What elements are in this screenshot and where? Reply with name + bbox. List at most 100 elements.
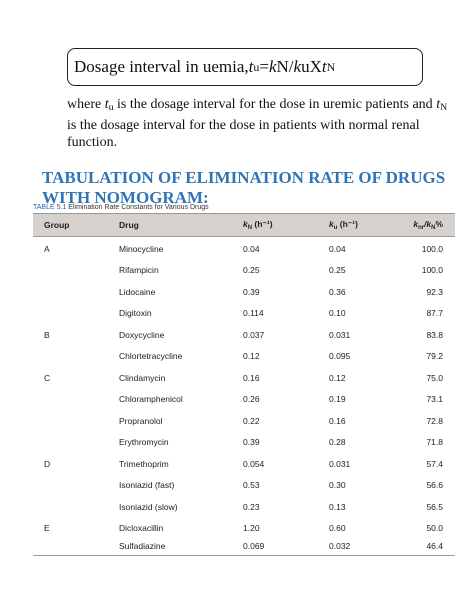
- cell-ratio: 79.2: [426, 351, 443, 362]
- cell-kn: 0.53: [243, 480, 260, 491]
- cell-ku: 0.30: [329, 480, 346, 491]
- formula-lead: Dosage interval in uemia,: [74, 57, 249, 76]
- formula-u2: u: [301, 57, 310, 76]
- header-ku-k: k: [329, 219, 334, 229]
- cell-kn: 0.114: [243, 308, 264, 319]
- cell-drug: Lidocaine: [119, 286, 156, 297]
- table-caption-prefix: TABLE 5.1: [33, 204, 67, 211]
- cell-drug: Isoniazid (slow): [119, 501, 178, 512]
- header-ratio-sub2: N: [431, 225, 436, 231]
- cell-kn: 0.39: [243, 286, 260, 297]
- cell-ku: 0.60: [329, 523, 346, 534]
- table-row: Rifampicin 0.25 0.25 100.0: [33, 260, 455, 282]
- table-row: Digitoxin 0.114 0.10 87.7: [33, 303, 455, 325]
- table-row: E Dicloxacillin 1.20 0.60 50.0: [33, 518, 455, 540]
- cell-drug: Doxycycline: [119, 329, 165, 340]
- cell-kn: 0.25: [243, 265, 260, 276]
- cell-ratio: 46.4: [426, 540, 443, 551]
- para-sub-u: u: [108, 102, 114, 113]
- cell-ratio: 100.0: [421, 243, 443, 254]
- cell-drug: Propranolol: [119, 415, 163, 426]
- cell-kn: 0.16: [243, 372, 260, 383]
- formula-sub-u: u: [253, 59, 260, 74]
- header-kn-unit: (h⁻¹): [252, 219, 273, 229]
- table-caption-text: Elimination Rate Constants for Various D…: [66, 204, 209, 211]
- table-row: Isoniazid (fast) 0.53 0.30 56.6: [33, 475, 455, 497]
- cell-ku: 0.10: [329, 308, 346, 319]
- header-ratio-pct: %: [435, 219, 443, 229]
- cell-ku: 0.04: [329, 243, 346, 254]
- cell-kn: 0.069: [243, 540, 265, 551]
- formula-t2: t: [321, 57, 327, 76]
- cell-ratio: 73.1: [426, 394, 443, 405]
- cell-ratio: 72.8: [426, 415, 443, 426]
- formula-k2: k: [293, 57, 302, 76]
- formula-sub-N: N: [326, 59, 336, 74]
- header-ratio-k1: k: [413, 219, 419, 229]
- cell-kn: 0.12: [243, 351, 260, 362]
- cell-ratio: 71.8: [426, 437, 443, 448]
- header-ratio-k2: /k: [424, 219, 432, 229]
- cell-drug: Chlortetracycline: [119, 351, 183, 362]
- header-kn-k: k: [243, 219, 248, 229]
- cell-ratio: 50.0: [426, 523, 443, 534]
- cell-drug: Erythromycin: [119, 437, 169, 448]
- header-group: Group: [44, 220, 70, 230]
- header-ku: ku (h⁻¹): [329, 219, 358, 231]
- table-row: Lidocaine 0.39 0.36 92.3: [33, 281, 455, 303]
- cell-kn: 0.39: [243, 437, 260, 448]
- table-row: Chlortetracycline 0.12 0.095 79.2: [33, 346, 455, 368]
- cell-ratio: 56.5: [426, 501, 443, 512]
- header-ratio-sub1: nr: [418, 225, 425, 231]
- formula-eq: =: [259, 57, 269, 76]
- cell-ku: 0.031: [329, 458, 351, 469]
- cell-ku: 0.16: [329, 415, 346, 426]
- section-heading: TABULATION OF ELIMINATION RATE OF DRUGS …: [42, 168, 446, 207]
- cell-kn: 0.037: [243, 329, 265, 340]
- cell-group: D: [44, 458, 51, 469]
- cell-ratio: 92.3: [426, 286, 443, 297]
- cell-ku: 0.19: [329, 394, 346, 405]
- cell-kn: 0.26: [243, 394, 260, 405]
- cell-ku: 0.36: [329, 286, 346, 297]
- cell-ku: 0.28: [329, 437, 346, 448]
- header-kn: kN (h⁻¹): [243, 219, 273, 231]
- header-drug: Drug: [119, 220, 139, 230]
- table-caption: TABLE 5.1 Elimination Rate Constants for…: [33, 203, 283, 212]
- definition-paragraph: where tu is the dosage interval for the …: [67, 96, 452, 152]
- cell-ratio: 56.6: [426, 480, 443, 491]
- formula-k1: k: [268, 57, 277, 76]
- para-part-2: is the dosage interval for the dose in u…: [113, 97, 437, 112]
- para-t2: t: [436, 97, 441, 112]
- table-row: Erythromycin 0.39 0.28 71.8: [33, 432, 455, 454]
- formula-x: X: [309, 57, 322, 76]
- cell-group: A: [44, 243, 50, 254]
- cell-drug: Chloramphenicol: [119, 394, 183, 405]
- table-row: B Doxycycline 0.037 0.031 83.8: [33, 324, 455, 346]
- table-row: Sulfadiazine 0.069 0.032 46.4: [33, 535, 455, 557]
- cell-kn: 0.04: [243, 243, 260, 254]
- para-t1: t: [104, 97, 109, 112]
- cell-ku: 0.12: [329, 372, 346, 383]
- table-row: A Minocycline 0.04 0.04 100.0: [33, 238, 455, 260]
- cell-drug: Dicloxacillin: [119, 523, 164, 534]
- cell-ratio: 100.0: [421, 265, 443, 276]
- table-row: Chloramphenicol 0.26 0.19 73.1: [33, 389, 455, 411]
- cell-drug: Sulfadiazine: [119, 540, 166, 551]
- cell-ratio: 87.7: [426, 308, 443, 319]
- header-ratio: knr/kN%: [413, 219, 443, 231]
- cell-kn: 1.20: [243, 523, 260, 534]
- table-row: C Clindamycin 0.16 0.12 75.0: [33, 367, 455, 389]
- cell-drug: Clindamycin: [119, 372, 166, 383]
- cell-ratio: 83.8: [426, 329, 443, 340]
- cell-drug: Isoniazid (fast): [119, 480, 175, 491]
- table-row: D Trimethoprim 0.054 0.031 57.4: [33, 453, 455, 475]
- cell-drug: Rifampicin: [119, 265, 159, 276]
- para-sub-N: N: [440, 102, 448, 113]
- header-kn-sub: N: [247, 225, 253, 231]
- cell-ku: 0.25: [329, 265, 346, 276]
- para-part-1: where: [67, 97, 105, 112]
- cell-kn: 0.054: [243, 458, 265, 469]
- cell-ku: 0.032: [329, 540, 351, 551]
- cell-ratio: 75.0: [426, 372, 443, 383]
